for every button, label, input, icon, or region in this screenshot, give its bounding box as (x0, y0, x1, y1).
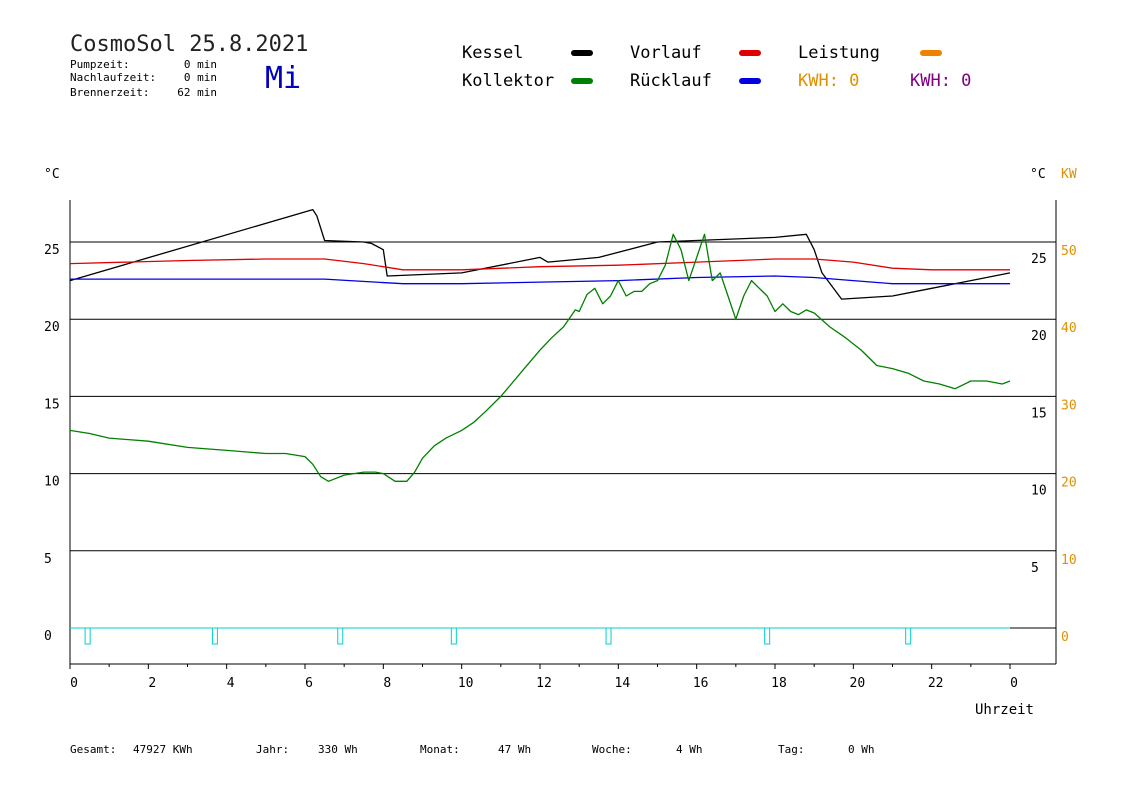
grid (70, 241, 1056, 629)
series-pumpe-pulse (337, 627, 344, 645)
legend: Kessel Vorlauf Leistung Kollektor Rückla… (462, 43, 971, 91)
info-block: Pumpzeit: 0 min Nachlaufzeit: 0 min Bren… (70, 58, 217, 99)
y-tick-label-left: 10 (44, 475, 60, 490)
legend-label-vorlauf: Vorlauf (630, 43, 702, 63)
info-value-brennerzeit: 62 min (177, 86, 217, 99)
series-pumpe-pulse (84, 627, 91, 645)
x-tick-label: 2 (148, 676, 156, 691)
y-tick-label-right-temp: 25 (1031, 252, 1047, 267)
x-ticks: 0 2 4 6 8 10 12 14 16 18 20 22 0 (69, 664, 1018, 691)
x-tick-label: 12 (536, 676, 552, 691)
legend-swatch-kessel (571, 50, 593, 56)
legend-swatch-leistung (920, 50, 942, 56)
series-line-vorlauf (69, 258, 1010, 271)
y-tick-label-left: 0 (44, 629, 52, 644)
kwh-purple: KWH: 0 (910, 71, 971, 91)
footer-label-jahr: Jahr: (256, 743, 289, 756)
legend-label-kessel: Kessel (462, 43, 523, 63)
series-line-kollektor (69, 233, 1011, 482)
x-tick-label: 6 (305, 676, 313, 691)
y-tick-label-right-temp: 15 (1031, 406, 1047, 421)
series-pumpe-pulse (211, 627, 218, 645)
footer-value-jahr: 330 Wh (318, 743, 358, 756)
legend-label-kollektor: Kollektor (462, 71, 554, 91)
info-value-nachlaufzeit: 0 min (184, 71, 217, 84)
info-label-brennerzeit: Brennerzeit: (70, 86, 149, 99)
series-line-r-cklauf (70, 275, 1010, 285)
x-tick-label: 20 (850, 676, 866, 691)
info-label-pumpzeit: Pumpzeit: (70, 58, 130, 71)
x-axis-label: Uhrzeit (975, 702, 1034, 718)
kwh-orange: KWH: 0 (798, 71, 859, 91)
series-pumpe-pulse (905, 627, 912, 645)
y-tick-label-left: 5 (44, 552, 52, 567)
footer-value-monat: 47 Wh (498, 743, 531, 756)
y-tick-label-right-power: 10 (1061, 553, 1077, 568)
y-axis-unit-left: °C (44, 167, 60, 182)
x-tick-label: 4 (227, 676, 235, 691)
y-tick-label-right-power: 50 (1061, 244, 1077, 259)
y-tick-label-right-power: 0 (1061, 630, 1069, 645)
info-value-pumpzeit: 0 min (184, 58, 217, 71)
legend-label-ruecklauf: Rücklauf (630, 71, 712, 91)
y-tick-label-right-power: 20 (1061, 476, 1077, 491)
series-pumpe-pulse (450, 627, 457, 645)
x-tick-label: 0 (1010, 676, 1018, 691)
footer-label-woche: Woche: (592, 743, 632, 756)
y-tick-label-right-power: 30 (1061, 398, 1077, 413)
x-tick-label: 0 (70, 676, 78, 691)
footer-value-gesamt: 47927 KWh (133, 743, 193, 756)
y-tick-label-right-temp: 5 (1031, 561, 1039, 576)
series-line-kessel (69, 208, 1011, 300)
weekday-label: Mi (265, 61, 301, 96)
y-tick-label-left: 15 (44, 397, 60, 412)
legend-swatch-vorlauf (739, 50, 761, 56)
footer-label-tag: Tag: (778, 743, 805, 756)
legend-label-leistung: Leistung (798, 43, 880, 63)
chart-title: CosmoSol 25.8.2021 (70, 32, 308, 57)
legend-swatch-kollektor (571, 78, 593, 84)
x-tick-label: 8 (383, 676, 391, 691)
x-tick-label: 14 (615, 676, 631, 691)
y-tick-label-left: 20 (44, 320, 60, 335)
y-tick-label-left: 25 (44, 243, 60, 258)
y-axis-unit-right: °C (1030, 167, 1046, 182)
x-tick-label: 18 (771, 676, 787, 691)
footer: Gesamt: 47927 KWh Jahr: 330 Wh Monat: 47… (70, 743, 875, 756)
x-tick-label: 16 (693, 676, 709, 691)
series (69, 208, 1011, 645)
x-tick-label: 10 (458, 676, 474, 691)
legend-swatch-ruecklauf (739, 78, 761, 84)
series-pumpe-pulse (764, 627, 771, 645)
x-tick-label: 22 (928, 676, 944, 691)
y-ticks: 0 5 10 15 20 25 5 10 15 20 25 0 10 20 30 40 50 (44, 243, 1077, 645)
y-tick-label-right-temp: 10 (1031, 484, 1047, 499)
y-tick-label-right-temp: 20 (1031, 329, 1047, 344)
info-label-nachlaufzeit: Nachlaufzeit: (70, 71, 156, 84)
y-tick-label-right-power: 40 (1061, 321, 1077, 336)
footer-value-woche: 4 Wh (676, 743, 703, 756)
y-axis-unit-power: KW (1061, 167, 1077, 182)
footer-label-gesamt: Gesamt: (70, 743, 116, 756)
footer-label-monat: Monat: (420, 743, 460, 756)
series-pumpe-pulse (605, 627, 612, 645)
footer-value-tag: 0 Wh (848, 743, 875, 756)
